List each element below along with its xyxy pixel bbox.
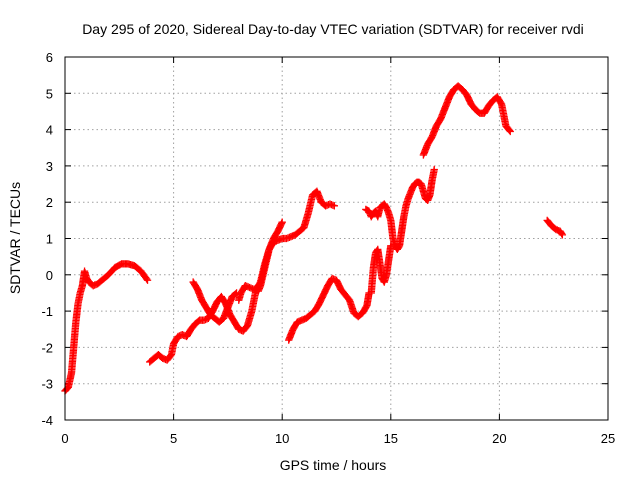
y-tick-label: 4 bbox=[46, 123, 53, 138]
y-tick-label: -4 bbox=[41, 413, 53, 428]
data-point bbox=[142, 275, 151, 283]
data-point bbox=[558, 231, 567, 239]
y-tick-label: -3 bbox=[41, 377, 53, 392]
plot-frame bbox=[64, 56, 609, 421]
y-tick-label: 3 bbox=[46, 159, 53, 174]
chart-title: Day 295 of 2020, Sidereal Day-to-day VTE… bbox=[82, 21, 584, 37]
x-axis-label: GPS time / hours bbox=[280, 457, 387, 473]
data-point bbox=[558, 230, 566, 238]
data-points bbox=[61, 82, 567, 395]
data-point bbox=[395, 243, 403, 251]
data-point bbox=[330, 202, 338, 210]
y-tick-label: 0 bbox=[46, 268, 53, 283]
data-point bbox=[387, 242, 395, 250]
x-tick-label: 20 bbox=[492, 431, 506, 446]
data-point bbox=[505, 126, 514, 134]
x-tick-label: 0 bbox=[61, 431, 68, 446]
y-tick-label: -2 bbox=[41, 340, 53, 355]
y-tick-label: 1 bbox=[46, 232, 53, 247]
y-tick-label: -1 bbox=[41, 304, 53, 319]
x-tick-label: 15 bbox=[384, 431, 398, 446]
data-point bbox=[430, 165, 438, 174]
data-point bbox=[143, 276, 152, 284]
axis-ticks: 0 5 10 15 20 25 -4 -3 -2 -1 0 1 2 3 4 5 6 bbox=[41, 50, 615, 446]
x-tick-label: 25 bbox=[601, 431, 615, 446]
y-axis-label: SDTVAR / TECUs bbox=[7, 182, 23, 294]
y-tick-label: 5 bbox=[46, 86, 53, 101]
x-tick-label: 5 bbox=[170, 431, 177, 446]
x-tick-label: 10 bbox=[275, 431, 289, 446]
y-tick-label: 2 bbox=[46, 195, 53, 210]
data-point bbox=[497, 99, 505, 107]
data-point bbox=[506, 127, 514, 136]
data-point bbox=[278, 218, 286, 226]
grid bbox=[65, 57, 608, 420]
y-tick-label: 6 bbox=[46, 50, 53, 65]
